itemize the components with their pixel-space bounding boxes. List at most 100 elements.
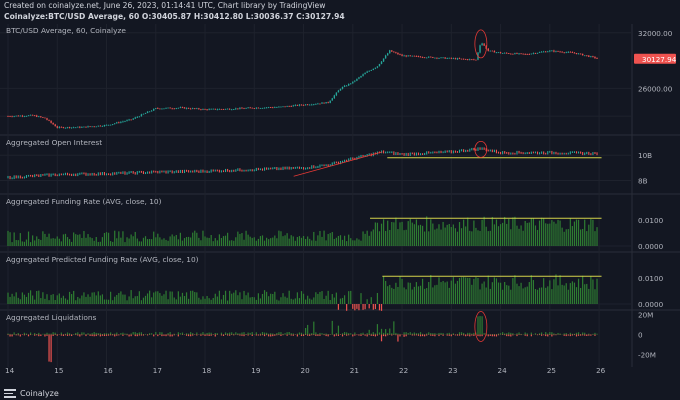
funding-bar bbox=[401, 278, 403, 304]
funding-bar bbox=[432, 287, 434, 304]
liq-bar-long bbox=[192, 333, 194, 335]
liq-bar-short bbox=[134, 334, 136, 337]
liq-bar-short bbox=[417, 334, 420, 336]
funding-bar bbox=[233, 240, 235, 246]
candle-body bbox=[354, 80, 356, 82]
candle-body bbox=[122, 121, 124, 123]
funding-bar bbox=[136, 296, 138, 304]
funding-bar bbox=[360, 293, 362, 304]
funding-bar bbox=[508, 218, 510, 246]
funding-bar bbox=[426, 288, 428, 304]
funding-bar bbox=[499, 224, 502, 246]
liq-bar-long bbox=[405, 332, 407, 335]
funding-bar bbox=[103, 232, 106, 246]
funding-bar bbox=[514, 216, 516, 246]
candle-body bbox=[282, 106, 284, 108]
annotation-circle bbox=[474, 29, 488, 59]
funding-bar bbox=[284, 235, 286, 246]
funding-bar bbox=[382, 219, 385, 246]
funding-bar bbox=[235, 237, 237, 246]
funding-bar bbox=[222, 236, 225, 246]
funding-bar bbox=[222, 294, 225, 304]
funding-bar bbox=[516, 283, 518, 304]
liq-bar-short bbox=[38, 334, 40, 337]
liq-bar-long bbox=[315, 332, 317, 335]
x-tick: 15 bbox=[54, 366, 63, 374]
liq-bar-short bbox=[352, 334, 354, 337]
funding-bar bbox=[64, 298, 67, 304]
funding-bar bbox=[434, 285, 436, 304]
liq-bar-long bbox=[270, 333, 272, 335]
liq-bar-short bbox=[290, 334, 292, 336]
liq-bar-long bbox=[376, 324, 379, 335]
liq-bar-long bbox=[231, 332, 233, 335]
funding-bar bbox=[545, 223, 547, 246]
candle-body bbox=[136, 116, 138, 118]
funding-bar bbox=[89, 237, 91, 246]
funding-bar bbox=[479, 230, 481, 246]
funding-bar bbox=[374, 304, 376, 310]
candle-body bbox=[286, 106, 288, 107]
funding-bar bbox=[534, 289, 537, 304]
candle-body bbox=[317, 103, 319, 105]
liq-bar-short bbox=[227, 334, 229, 336]
liq-bar-long bbox=[592, 333, 594, 335]
funding-bar bbox=[247, 292, 249, 304]
candle-body bbox=[524, 53, 526, 55]
funding-bar bbox=[596, 227, 598, 246]
liq-bar-long bbox=[204, 333, 206, 335]
liq-bar-long bbox=[391, 333, 393, 335]
funding-bar bbox=[389, 229, 391, 246]
funding-bar bbox=[571, 281, 573, 304]
liq-bar-short bbox=[518, 334, 520, 336]
liq-bar-short bbox=[153, 334, 155, 337]
funding-bar bbox=[577, 278, 580, 304]
liq-bar-long bbox=[502, 332, 504, 335]
liq-bar-short bbox=[50, 334, 52, 363]
candle-body bbox=[171, 108, 173, 110]
oi-trendline bbox=[293, 151, 383, 177]
funding-bar bbox=[569, 283, 571, 304]
funding-bar bbox=[9, 296, 11, 304]
chart-canvas[interactable]: 32000.00 26000.00 BTC/USD Average, 60, Coi… bbox=[0, 24, 680, 374]
candle-body bbox=[296, 104, 299, 106]
funding-bar bbox=[339, 298, 342, 304]
liq-bar-short bbox=[107, 334, 110, 336]
funding-bar bbox=[580, 287, 582, 304]
liq-bar-short bbox=[97, 334, 99, 336]
liq-bar-short bbox=[126, 334, 128, 336]
funding-bar bbox=[397, 229, 399, 246]
funding-bar bbox=[481, 219, 483, 246]
footer-brand[interactable]: Coinalyze bbox=[4, 389, 59, 398]
funding-bar bbox=[302, 293, 305, 304]
funding-bar bbox=[561, 284, 563, 304]
liq-bar-long bbox=[101, 333, 104, 335]
liq-bar-short bbox=[508, 334, 510, 337]
funding-bar bbox=[151, 239, 153, 246]
liq-bar-short bbox=[36, 334, 38, 336]
liq-bar-short bbox=[362, 334, 364, 336]
funding-bar bbox=[280, 297, 282, 304]
candle-body bbox=[245, 107, 247, 109]
liq-bar-long bbox=[272, 333, 274, 335]
funding-bar bbox=[292, 299, 294, 304]
funding-bar bbox=[456, 280, 459, 304]
funding-bar bbox=[421, 225, 424, 246]
liq-bar-long bbox=[99, 333, 101, 335]
candle-body bbox=[128, 119, 130, 121]
liq-bar-short bbox=[79, 334, 81, 337]
funding-bar bbox=[506, 223, 508, 246]
funding-bar bbox=[307, 295, 309, 304]
candle-body bbox=[493, 50, 496, 53]
liq-bar-short bbox=[315, 334, 317, 336]
candle-body bbox=[368, 70, 370, 72]
candle-body bbox=[42, 117, 44, 118]
funding-bar bbox=[46, 236, 48, 246]
candle-body bbox=[501, 53, 504, 54]
funding-bar bbox=[7, 230, 9, 246]
funding-bar bbox=[224, 235, 227, 246]
funding-bar bbox=[483, 281, 485, 304]
funding-bar bbox=[298, 298, 301, 304]
liq-bar-long bbox=[161, 332, 163, 335]
candle-body bbox=[278, 106, 280, 108]
